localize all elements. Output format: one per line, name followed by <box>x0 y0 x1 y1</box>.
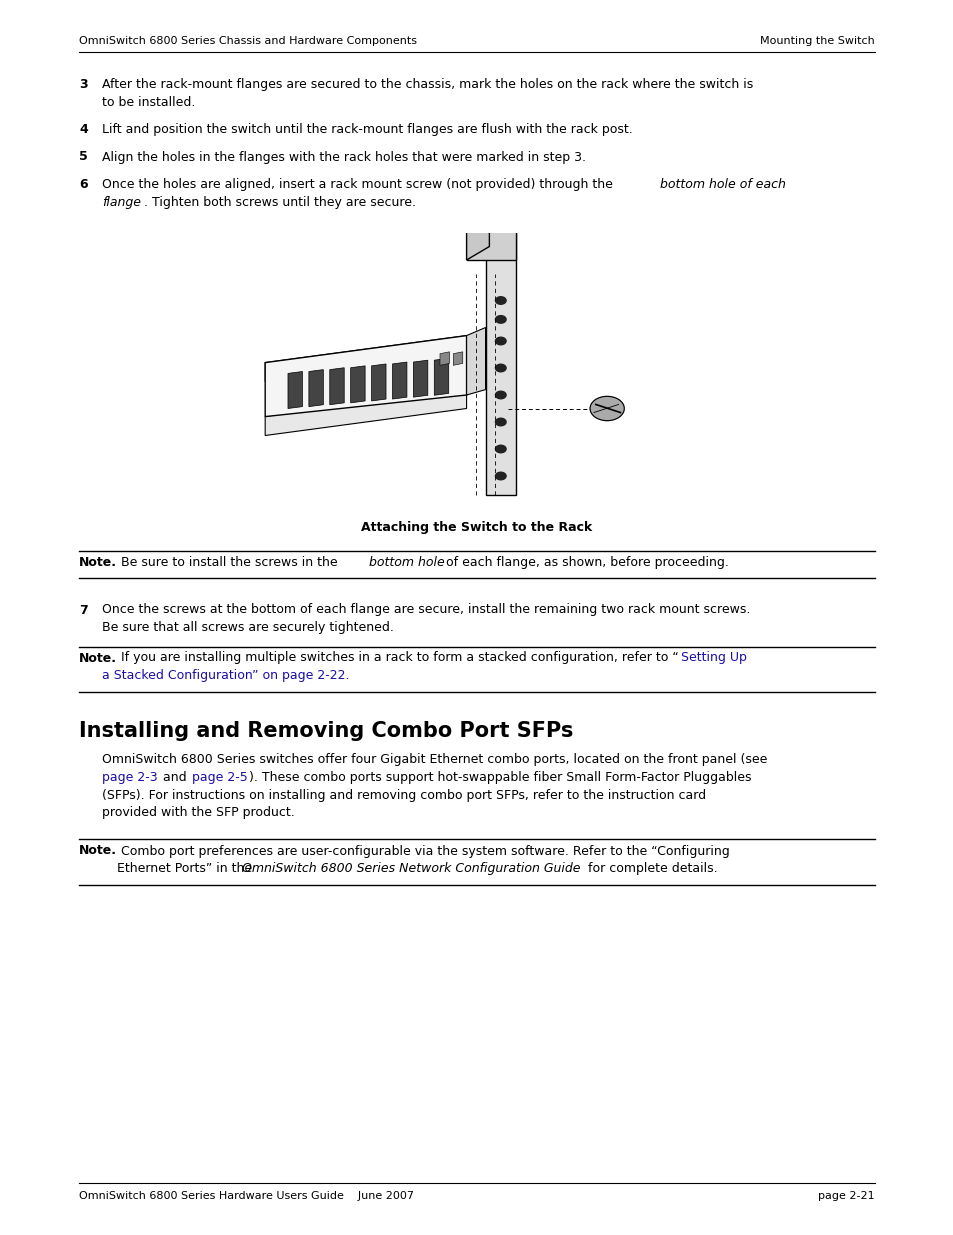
Text: (SFPs). For instructions on installing and removing combo port SFPs, refer to th: (SFPs). For instructions on installing a… <box>102 788 705 802</box>
Text: Be sure that all screws are securely tightened.: Be sure that all screws are securely tig… <box>102 621 394 634</box>
Text: OmniSwitch 6800 Series switches offer four Gigabit Ethernet combo ports, located: OmniSwitch 6800 Series switches offer fo… <box>102 753 766 767</box>
Text: flange: flange <box>102 195 141 209</box>
Text: provided with the SFP product.: provided with the SFP product. <box>102 806 294 819</box>
Text: bottom hole: bottom hole <box>369 556 444 568</box>
Text: page 2-21: page 2-21 <box>818 1191 874 1200</box>
Polygon shape <box>265 336 466 416</box>
Polygon shape <box>439 352 449 366</box>
Text: 4: 4 <box>79 124 88 136</box>
Polygon shape <box>434 358 448 395</box>
Text: Note.: Note. <box>79 556 117 568</box>
Text: 3: 3 <box>79 78 88 91</box>
Text: Once the holes are aligned, insert a rack mount screw (not provided) through the: Once the holes are aligned, insert a rac… <box>102 178 617 191</box>
Circle shape <box>495 472 506 479</box>
Circle shape <box>495 337 506 345</box>
Circle shape <box>495 446 506 453</box>
Polygon shape <box>330 368 344 405</box>
Circle shape <box>495 391 506 399</box>
Polygon shape <box>413 361 427 398</box>
Text: a Stacked Configuration” on page 2-22.: a Stacked Configuration” on page 2-22. <box>102 669 349 682</box>
Polygon shape <box>392 362 407 399</box>
Text: to be installed.: to be installed. <box>102 95 195 109</box>
Polygon shape <box>265 336 466 382</box>
Text: OmniSwitch 6800 Series Chassis and Hardware Components: OmniSwitch 6800 Series Chassis and Hardw… <box>79 36 416 46</box>
Text: Note.: Note. <box>79 652 117 664</box>
Text: bottom hole of each: bottom hole of each <box>659 178 785 191</box>
Text: Once the screws at the bottom of each flange are secure, install the remaining t: Once the screws at the bottom of each fl… <box>102 604 750 616</box>
Polygon shape <box>351 366 365 403</box>
Polygon shape <box>466 214 538 227</box>
Circle shape <box>495 316 506 324</box>
Text: 5: 5 <box>79 151 88 163</box>
Polygon shape <box>466 227 516 261</box>
Text: Lift and position the switch until the rack-mount flanges are flush with the rac: Lift and position the switch until the r… <box>102 124 632 136</box>
Text: Combo port preferences are user-configurable via the system software. Refer to t: Combo port preferences are user-configur… <box>117 845 729 857</box>
Text: of each flange, as shown, before proceeding.: of each flange, as shown, before proceed… <box>442 556 728 568</box>
Circle shape <box>495 364 506 372</box>
Text: Be sure to install the screws in the: Be sure to install the screws in the <box>117 556 341 568</box>
Polygon shape <box>371 364 386 401</box>
Text: 6: 6 <box>79 178 88 191</box>
Text: and: and <box>159 771 191 784</box>
Text: page 2-3: page 2-3 <box>102 771 157 784</box>
Polygon shape <box>265 382 466 436</box>
Text: If you are installing multiple switches in a rack to form a stacked configuratio: If you are installing multiple switches … <box>117 652 679 664</box>
Polygon shape <box>309 369 323 406</box>
Text: page 2-5: page 2-5 <box>192 771 248 784</box>
Text: 7: 7 <box>79 604 88 616</box>
Text: Ethernet Ports” in the: Ethernet Ports” in the <box>117 862 256 876</box>
Text: Setting Up: Setting Up <box>680 652 746 664</box>
Text: . Tighten both screws until they are secure.: . Tighten both screws until they are sec… <box>144 195 416 209</box>
Circle shape <box>495 419 506 426</box>
Text: OmniSwitch 6800 Series Hardware Users Guide    June 2007: OmniSwitch 6800 Series Hardware Users Gu… <box>79 1191 414 1200</box>
Polygon shape <box>466 214 489 261</box>
Polygon shape <box>288 372 302 409</box>
Circle shape <box>495 296 506 304</box>
Circle shape <box>590 396 623 421</box>
Text: ). These combo ports support hot-swappable fiber Small Form-Factor Pluggables: ). These combo ports support hot-swappab… <box>249 771 751 784</box>
Text: Attaching the Switch to the Rack: Attaching the Switch to the Rack <box>361 521 592 534</box>
Polygon shape <box>453 352 462 366</box>
Text: Note.: Note. <box>79 845 117 857</box>
Polygon shape <box>485 233 516 495</box>
Text: for complete details.: for complete details. <box>583 862 717 876</box>
Text: After the rack-mount flanges are secured to the chassis, mark the holes on the r: After the rack-mount flanges are secured… <box>102 78 753 91</box>
Text: Mounting the Switch: Mounting the Switch <box>760 36 874 46</box>
Text: Installing and Removing Combo Port SFPs: Installing and Removing Combo Port SFPs <box>79 721 573 741</box>
Text: Align the holes in the flanges with the rack holes that were marked in step 3.: Align the holes in the flanges with the … <box>102 151 585 163</box>
Polygon shape <box>466 327 485 395</box>
Text: OmniSwitch 6800 Series Network Configuration Guide: OmniSwitch 6800 Series Network Configura… <box>242 862 580 876</box>
